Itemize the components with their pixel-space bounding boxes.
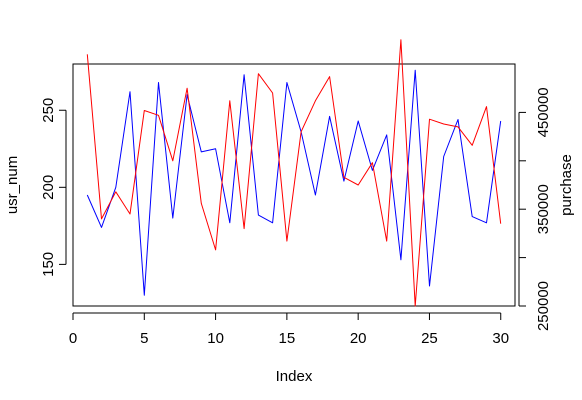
series-layer	[86, 39, 502, 307]
x-tick-label: 15	[279, 330, 296, 347]
series-line-left-axis	[86, 69, 502, 296]
y-left-tick-label: 250	[40, 98, 57, 123]
y-right-tick-label: 350000	[535, 184, 552, 234]
x-tick-label: 5	[140, 330, 148, 347]
y-right-tick-label: 250000	[535, 281, 552, 331]
x-axis-label: Index	[276, 368, 313, 385]
series-line-right-axis	[86, 39, 502, 307]
axis-layer: 0 5 10 15 20 25 30 150 200 250 250000 350000 450000	[40, 87, 552, 347]
x-tick-label: 10	[207, 330, 224, 347]
x-tick-label: 20	[350, 330, 367, 347]
y-left-tick-label: 150	[40, 252, 57, 277]
x-tick-label: 0	[69, 330, 77, 347]
x-tick-label: 30	[492, 330, 509, 347]
x-tick-label: 25	[421, 330, 438, 347]
y-right-tick-label: 450000	[535, 87, 552, 137]
y-axis-left-label: usr_num	[4, 156, 21, 214]
plot-frame	[72, 63, 516, 307]
y-left-tick-label: 200	[40, 175, 57, 200]
y-axis-right-label: purchase	[558, 154, 575, 216]
